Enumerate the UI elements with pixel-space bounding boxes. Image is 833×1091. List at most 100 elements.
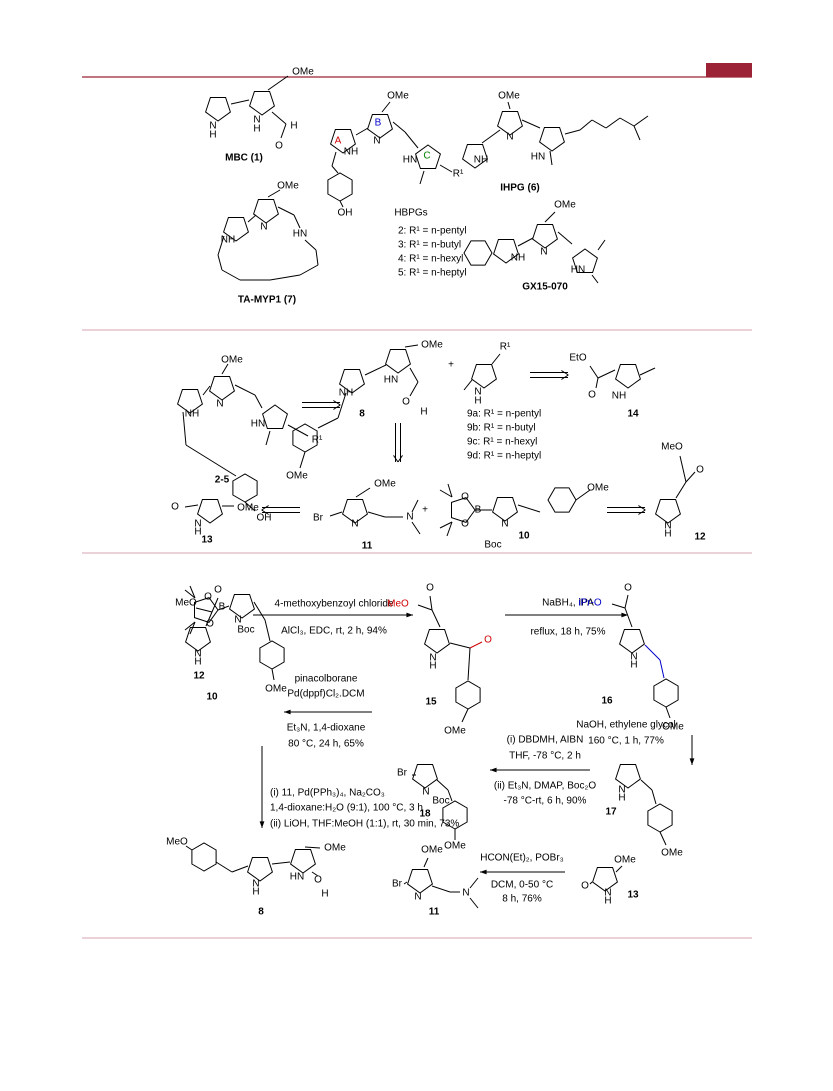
ring [619,629,645,654]
atom-label: O [624,583,632,594]
atom-label: N [216,399,223,410]
ring [385,349,411,374]
ring [424,629,450,654]
atom-label: N [501,519,508,530]
ring [412,764,438,789]
bond [221,269,241,281]
atom-label: O [581,881,589,892]
atom-label: H [618,793,625,804]
ring [339,369,365,394]
compound-label: TA-MYP1 (7) [238,295,296,306]
condition-text: pinacolborane [295,674,358,685]
bond [611,603,626,609]
bond [409,367,419,383]
bond [311,871,319,877]
atom-label: Boc [484,540,501,551]
compound-label: GX15-070 [522,282,568,293]
atom-label: C [423,151,430,162]
atom-label: Boc [237,625,254,636]
condition-text: 3: R¹ = n-butyl [398,240,461,251]
atom-label: H [630,660,637,671]
bond [277,206,295,216]
bond [411,499,419,513]
bond [280,123,287,139]
bond [247,214,257,223]
atom-label: OMe [292,67,314,78]
atom-label: H [290,121,297,132]
atom-label: N [351,519,358,530]
ring [493,239,519,264]
bond [449,642,471,649]
bond [244,501,256,512]
atom-label: OMe [421,845,443,856]
atom-label: O [204,592,212,603]
condition-text: (i) 11, Pd(PPh₃)₄, Na₂CO₃ [270,788,385,799]
ring [290,849,316,874]
bond [431,885,451,893]
condition-text: (i) DBDMH, AIBN [507,735,584,746]
atom-label: N [462,888,469,899]
condition-text: 80 °C, 24 h, 65% [288,739,364,750]
bond [261,509,269,515]
bond [544,211,556,223]
bond [639,367,656,376]
atom-label: Br [313,513,324,524]
ring [492,497,518,522]
bond [597,239,606,251]
bond [447,789,453,802]
bond [271,111,287,125]
compound-label: 11 [429,907,440,918]
condition-text: DCM, 0-50 °C [491,880,553,891]
ring [185,627,211,652]
condition-text: 4-methoxybenzoyl chloride [275,599,394,610]
bond [264,619,271,642]
bond [605,117,621,129]
bond [423,857,429,868]
bond [355,127,369,136]
ring [197,499,223,524]
bond [469,877,479,889]
atom-label: N [506,132,513,143]
atom-label: H [253,124,260,135]
atom-label: HN [290,872,304,883]
bond [184,589,196,599]
atom-label: H [664,529,671,540]
condition-text: AlCl₃, EDC, rt, 2 h, 94% [281,626,387,637]
atom-label: OMe [387,91,409,102]
ring [471,364,497,389]
atom-label: H [429,661,436,672]
bond [561,374,569,380]
bond [293,214,301,229]
atom-label: EtO [569,353,586,364]
atom-label: R¹ [500,342,511,353]
bond [304,239,317,251]
atom-label: N [604,888,611,899]
bond [467,647,471,681]
ring [232,473,258,503]
bond [217,235,225,256]
bond [230,99,250,105]
bond [446,521,453,537]
compound-label: 16 [601,696,613,707]
ring [247,857,273,882]
atom-label: O [275,141,283,152]
bond [182,411,187,446]
ring [253,199,279,224]
ring [330,129,356,154]
atom-label: OMe [286,471,308,482]
bond [624,594,629,609]
bond [517,237,534,247]
ring [262,404,288,429]
condition-text: 8 h, 76% [502,894,542,905]
bond [217,254,223,271]
ring [497,111,523,136]
bond [331,151,337,167]
ring [229,594,255,619]
condition-text: (ii) Et₃N, DMAP, Boc₂O [494,781,596,792]
header-tab [706,63,752,77]
bond [685,471,696,483]
condition-text: Et₃N, 1,4-dioxane [287,723,366,734]
ring [327,172,353,202]
arrow-head [689,758,695,765]
bond [304,846,321,849]
